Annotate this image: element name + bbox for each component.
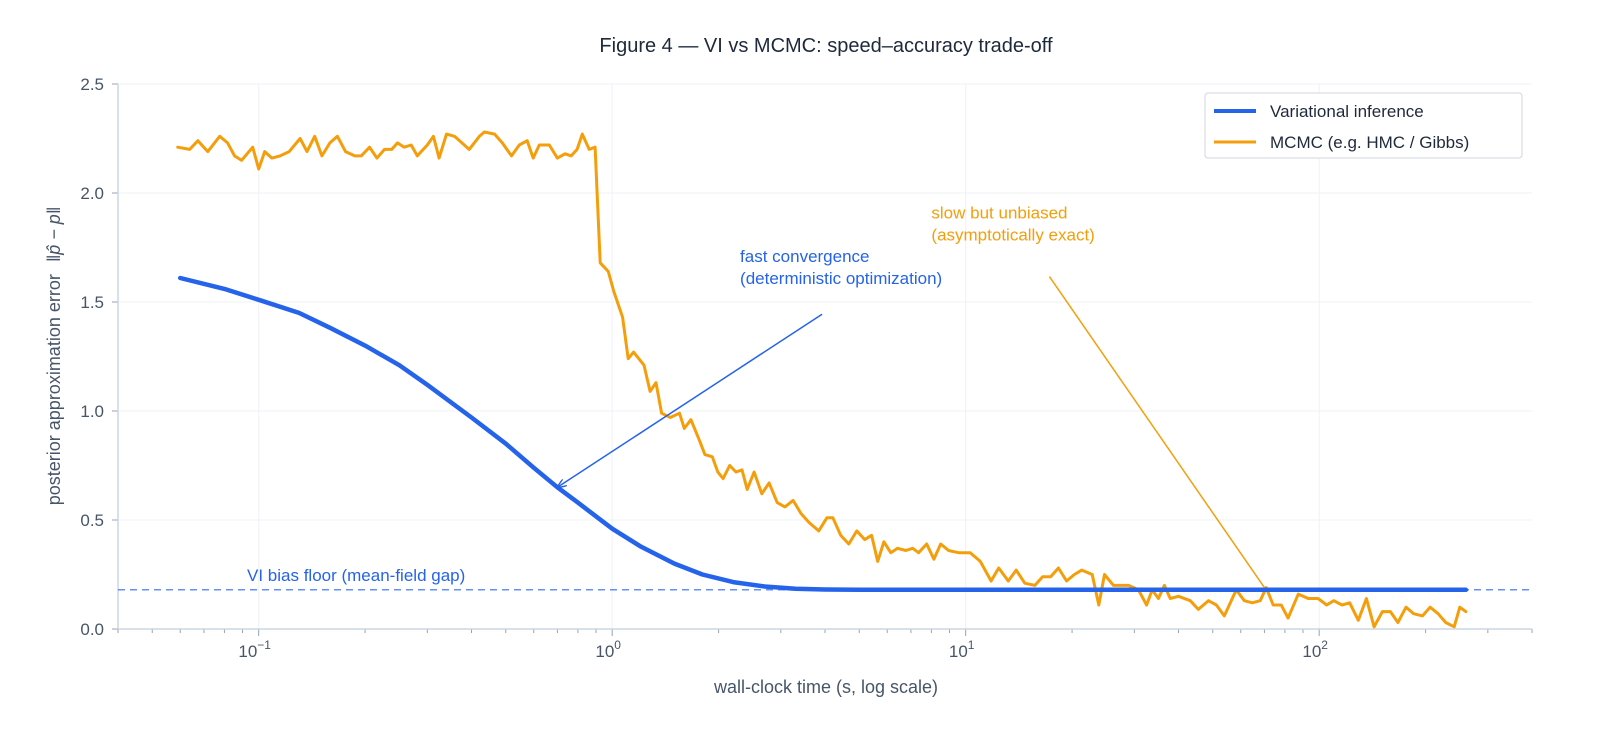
- y-axis-label-text: posterior approximation error: [44, 274, 64, 505]
- y-axis-label-math: ‖p̂ − p‖: [44, 207, 64, 262]
- legend-label-vi: Variational inference: [1270, 102, 1424, 121]
- x-tick-label: 10−1: [238, 638, 271, 661]
- legend: Variational inference MCMC (e.g. HMC / G…: [1204, 92, 1523, 159]
- y-axis-label: posterior approximation error ‖p̂ − p‖: [44, 207, 64, 506]
- y-tick-label: 0.0: [80, 620, 104, 639]
- grid: [118, 83, 1532, 630]
- legend-label-mcmc: MCMC (e.g. HMC / Gibbs): [1270, 133, 1469, 152]
- x-tick-label: 101: [949, 638, 975, 661]
- annotation-text: slow but unbiased: [931, 204, 1067, 223]
- annotation-text: fast convergence: [740, 247, 869, 266]
- reference-line: VI bias floor (mean-field gap): [118, 566, 1532, 591]
- annotation-arrow: [557, 313, 823, 487]
- annotation-text: (asymptotically exact): [931, 226, 1094, 245]
- y-tick-label: 2.5: [80, 75, 104, 94]
- annotation-text: (deterministic optimization): [740, 269, 942, 288]
- x-tick-label: 102: [1302, 638, 1328, 661]
- chart-title: Figure 4 — VI vs MCMC: speed–accuracy tr…: [599, 35, 1053, 57]
- series-group: [176, 130, 1469, 629]
- x-axis-label: wall-clock time (s, log scale): [713, 677, 938, 697]
- annotation-arrow: [1048, 276, 1266, 589]
- legend-box: [1204, 92, 1523, 159]
- vi-bias-floor-label: VI bias floor (mean-field gap): [247, 566, 465, 585]
- y-tick-label: 2.0: [80, 184, 104, 203]
- vi-line: [177, 275, 1469, 593]
- x-tick-label: 100: [595, 638, 621, 661]
- annotations: fast convergence (deterministic optimizat…: [557, 204, 1266, 589]
- y-tick-label: 1.5: [80, 293, 104, 312]
- mcmc-line: [176, 130, 1468, 629]
- y-tick-label: 1.0: [80, 402, 104, 421]
- y-tick-label: 0.5: [80, 511, 104, 530]
